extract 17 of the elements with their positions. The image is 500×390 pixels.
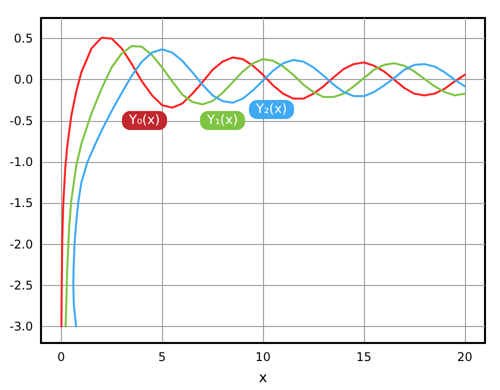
series-label: Y₂(x) — [255, 102, 287, 117]
x-tick-label: 20 — [457, 350, 472, 364]
x-tick-label: 5 — [158, 350, 166, 364]
y-tick-label: -0.5 — [10, 114, 33, 128]
x-axis-title: x — [258, 370, 268, 386]
x-tick-label: 0 — [57, 350, 65, 364]
y-tick-label: 0.5 — [14, 32, 33, 46]
y-tick-label: -3.0 — [10, 320, 33, 334]
y-tick-label: -1.0 — [10, 154, 33, 169]
x-tick-label: 15 — [356, 350, 372, 364]
y-tick-label: 0.0 — [14, 72, 33, 87]
x-tick-label: 10 — [255, 350, 271, 364]
series-label: Y₀(x) — [128, 113, 160, 128]
y-tick-label: -2.0 — [10, 237, 33, 252]
y-tick-label: -2.5 — [10, 278, 33, 292]
series-label: Y₁(x) — [206, 113, 238, 128]
y-tick-label: -1.5 — [10, 196, 33, 210]
